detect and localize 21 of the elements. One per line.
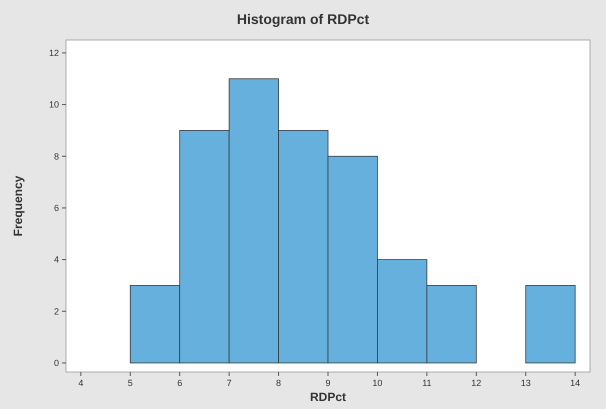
x-tick-label: 12: [471, 378, 482, 388]
y-tick-label: 4: [54, 254, 59, 265]
y-tick-label: 2: [54, 306, 59, 316]
y-tick-label: 6: [54, 202, 59, 213]
y-tick-label: 0: [54, 358, 59, 368]
x-tick-label: 11: [422, 378, 432, 388]
y-tick-label: 12: [48, 48, 59, 58]
x-tick-label: 5: [128, 378, 133, 388]
y-tick-label: 8: [54, 151, 59, 162]
x-tick-label: 14: [570, 378, 580, 388]
x-axis-title: RDPct: [310, 390, 346, 404]
x-tick-label: 9: [325, 378, 331, 388]
x-tick-label: 7: [226, 378, 232, 388]
y-axis-title: Frequency: [11, 175, 25, 236]
y-tick-label: 10: [48, 100, 59, 110]
x-tick-label: 10: [372, 378, 382, 388]
x-tick-label: 6: [177, 378, 182, 388]
x-tick-label: 13: [520, 378, 531, 388]
x-tick-label: 4: [78, 378, 84, 388]
x-tick-label: 8: [276, 378, 282, 388]
chart-title: Histogram of RDPct: [236, 11, 370, 27]
